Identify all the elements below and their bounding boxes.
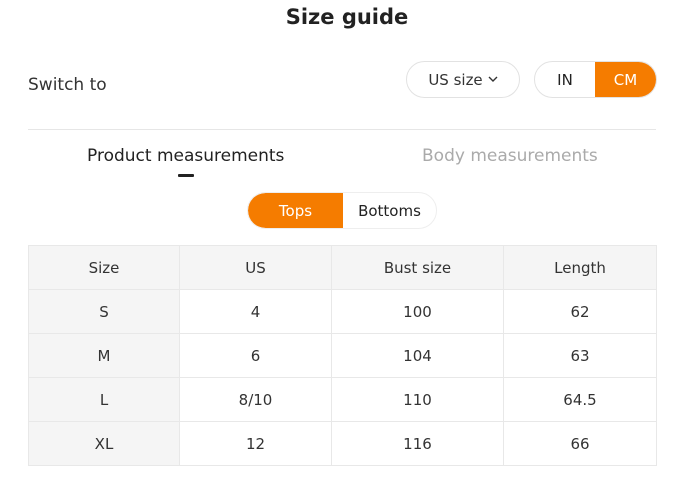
page-title: Size guide — [285, 5, 409, 29]
cell: 6 — [179, 333, 332, 378]
cell: 66 — [503, 421, 657, 466]
cell: 110 — [331, 377, 504, 422]
category-bottoms-button[interactable]: Bottoms — [358, 201, 421, 220]
chevron-down-icon — [488, 76, 498, 82]
size-table: Size US Bust size Length S 4 100 62 M 6 104 63… — [28, 245, 657, 466]
cell: 12 — [179, 421, 332, 466]
cell: 100 — [331, 289, 504, 334]
cell: 63 — [503, 333, 657, 378]
cell: 62 — [503, 289, 657, 334]
size-system-value: US size — [428, 70, 483, 89]
table-row: L 8/10 110 64.5 — [28, 377, 657, 422]
header-us: US — [179, 245, 332, 290]
table-row: M 6 104 63 — [28, 333, 657, 378]
unit-in-button[interactable]: IN — [557, 70, 573, 89]
cell: 116 — [331, 421, 504, 466]
active-tab-indicator — [178, 174, 194, 177]
unit-toggle: IN CM — [534, 61, 657, 98]
cell: S — [28, 289, 180, 334]
cell: 64.5 — [503, 377, 657, 422]
cell: XL — [28, 421, 180, 466]
tab-body-measurements[interactable]: Body measurements — [422, 146, 598, 166]
switch-label: Switch to — [28, 75, 107, 95]
category-toggle: Tops Bottoms — [247, 192, 437, 229]
table-row: S 4 100 62 — [28, 289, 657, 334]
header-length: Length — [503, 245, 657, 290]
header-size: Size — [28, 245, 180, 290]
cell: M — [28, 333, 180, 378]
table-header-row: Size US Bust size Length — [28, 245, 657, 290]
table-row: XL 12 116 66 — [28, 421, 657, 466]
size-system-dropdown[interactable]: US size — [406, 61, 520, 98]
cell: 4 — [179, 289, 332, 334]
cell: 8/10 — [179, 377, 332, 422]
cell: 104 — [331, 333, 504, 378]
cell: L — [28, 377, 180, 422]
category-tops-button[interactable]: Tops — [248, 193, 343, 228]
header-bust: Bust size — [331, 245, 504, 290]
unit-cm-button[interactable]: CM — [595, 62, 656, 97]
divider — [28, 129, 656, 130]
tab-product-measurements[interactable]: Product measurements — [87, 146, 285, 166]
